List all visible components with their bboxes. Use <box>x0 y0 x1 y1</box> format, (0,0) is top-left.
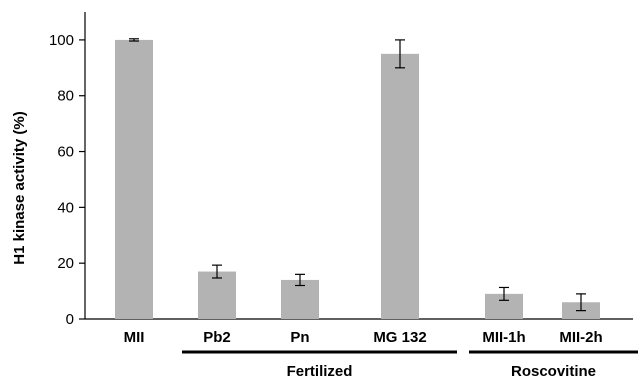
y-tick-label: 40 <box>57 199 74 216</box>
x-category-label: MII <box>124 329 145 346</box>
error-bar <box>295 273 305 287</box>
x-category-label: MII-2h <box>559 329 602 346</box>
error-bar <box>212 264 222 279</box>
y-tick-label: 100 <box>49 32 74 49</box>
y-tick-label: 80 <box>57 88 74 105</box>
x-category-label: Pb2 <box>203 329 231 346</box>
y-axis-title: H1 kinase activity (%) <box>11 111 28 264</box>
group-label: Roscovitine <box>511 363 596 380</box>
x-category-label: MG 132 <box>373 329 426 346</box>
x-category-label: Pn <box>290 329 309 346</box>
y-axis-ticks: 0 20 40 60 80 100 <box>49 32 85 328</box>
group-label: Fertilized <box>287 363 353 380</box>
error-bar <box>576 293 586 312</box>
y-tick-label: 60 <box>57 144 74 161</box>
x-category-label: MII-1h <box>482 329 525 346</box>
bar <box>381 53 419 319</box>
bars <box>115 38 600 320</box>
error-bar <box>395 39 405 69</box>
bar <box>115 39 153 320</box>
bar <box>281 279 319 319</box>
error-bar <box>499 286 509 301</box>
y-tick-label: 20 <box>57 255 74 272</box>
category-labels: MII Pb2 Pn MG 132 MII-1h MII-2h <box>124 329 603 346</box>
bar <box>198 271 236 319</box>
group-brackets: Fertilized Roscovitine <box>182 350 638 380</box>
y-tick-label: 0 <box>66 311 74 328</box>
error-bar <box>129 38 139 42</box>
